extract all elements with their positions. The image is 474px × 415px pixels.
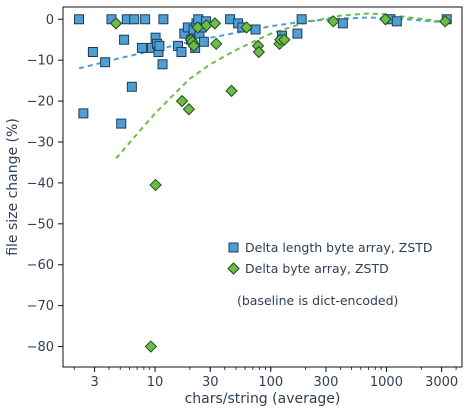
legend: Delta length byte array, ZSTD Delta byte… — [227, 240, 433, 308]
data-point-square — [391, 16, 402, 27]
data-point-diamond — [278, 33, 291, 46]
y-tick-label: −70 — [27, 299, 54, 314]
y-tick-label: −20 — [27, 95, 54, 110]
data-point-diamond — [327, 15, 340, 28]
data-point-diamond — [149, 178, 162, 192]
x-tick-label: 3000 — [425, 375, 458, 390]
y-tick-label: −30 — [27, 136, 54, 151]
trend-line — [115, 12, 446, 160]
y-tick-label: −10 — [27, 54, 54, 69]
legend-item-delta-length-byte-array: Delta length byte array, ZSTD — [228, 240, 433, 255]
data-point-square — [292, 28, 303, 39]
legend-marker-square — [228, 242, 239, 253]
legend-label: Delta length byte array, ZSTD — [245, 240, 433, 255]
trend-line — [78, 16, 447, 70]
y-tick-label: 0 — [46, 13, 54, 28]
data-point-diamond — [175, 94, 189, 108]
y-tick-label: −80 — [27, 340, 54, 355]
x-tick-label: 30 — [202, 375, 219, 390]
y-axis: 0 −10 −20 −30 −40 −50 −60 −70 −80 — [27, 13, 63, 355]
data-points — [73, 13, 452, 353]
data-point-square — [198, 36, 209, 47]
data-point-square — [296, 14, 307, 25]
data-point-diamond — [144, 340, 158, 353]
data-point-square — [158, 14, 169, 25]
legend-marker-diamond — [227, 262, 240, 275]
data-point-diamond — [379, 13, 392, 26]
data-point-diamond — [240, 21, 253, 34]
data-point-square — [129, 14, 140, 25]
data-point-square — [126, 81, 137, 92]
data-point-diamond — [187, 39, 200, 53]
data-point-square — [136, 42, 147, 53]
data-point-square — [250, 24, 261, 35]
x-tick-label: 3 — [90, 375, 98, 390]
data-point-diamond — [208, 17, 222, 30]
data-point-square — [87, 47, 98, 57]
x-tick-label: 1000 — [370, 375, 403, 390]
data-point-diamond — [225, 84, 238, 98]
data-point-square — [116, 118, 127, 129]
plot-area — [62, 6, 463, 368]
y-axis-label: file size change (%) — [5, 118, 21, 256]
data-point-square — [140, 14, 151, 25]
data-point-diamond — [109, 17, 123, 30]
data-point-diamond — [252, 45, 265, 59]
x-axis-label: chars/string (average) — [185, 391, 341, 407]
y-tick-label: −60 — [27, 258, 54, 273]
trend-lines — [78, 12, 447, 160]
data-point-square — [154, 40, 165, 51]
data-point-square — [119, 34, 130, 45]
data-point-square — [157, 59, 168, 70]
data-point-square — [337, 18, 348, 29]
data-point-square — [78, 108, 89, 119]
data-point-square — [176, 47, 187, 57]
data-point-diamond — [182, 103, 196, 116]
y-tick-label: −40 — [27, 176, 54, 191]
baseline-note: (baseline is dict-encoded) — [237, 293, 398, 308]
x-tick-label: 300 — [314, 375, 339, 390]
x-axis: 3 10 30 100 300 1000 3000 — [73, 367, 458, 390]
data-point-diamond — [210, 37, 223, 51]
data-point-square — [100, 57, 111, 68]
x-tick-label: 100 — [258, 375, 283, 390]
legend-label: Delta byte array, ZSTD — [245, 261, 389, 276]
data-point-square — [73, 14, 84, 25]
y-tick-label: −50 — [27, 217, 54, 232]
data-point-diamond — [438, 15, 452, 28]
x-tick-label: 10 — [147, 375, 164, 390]
legend-item-delta-byte-array: Delta byte array, ZSTD — [227, 261, 389, 276]
